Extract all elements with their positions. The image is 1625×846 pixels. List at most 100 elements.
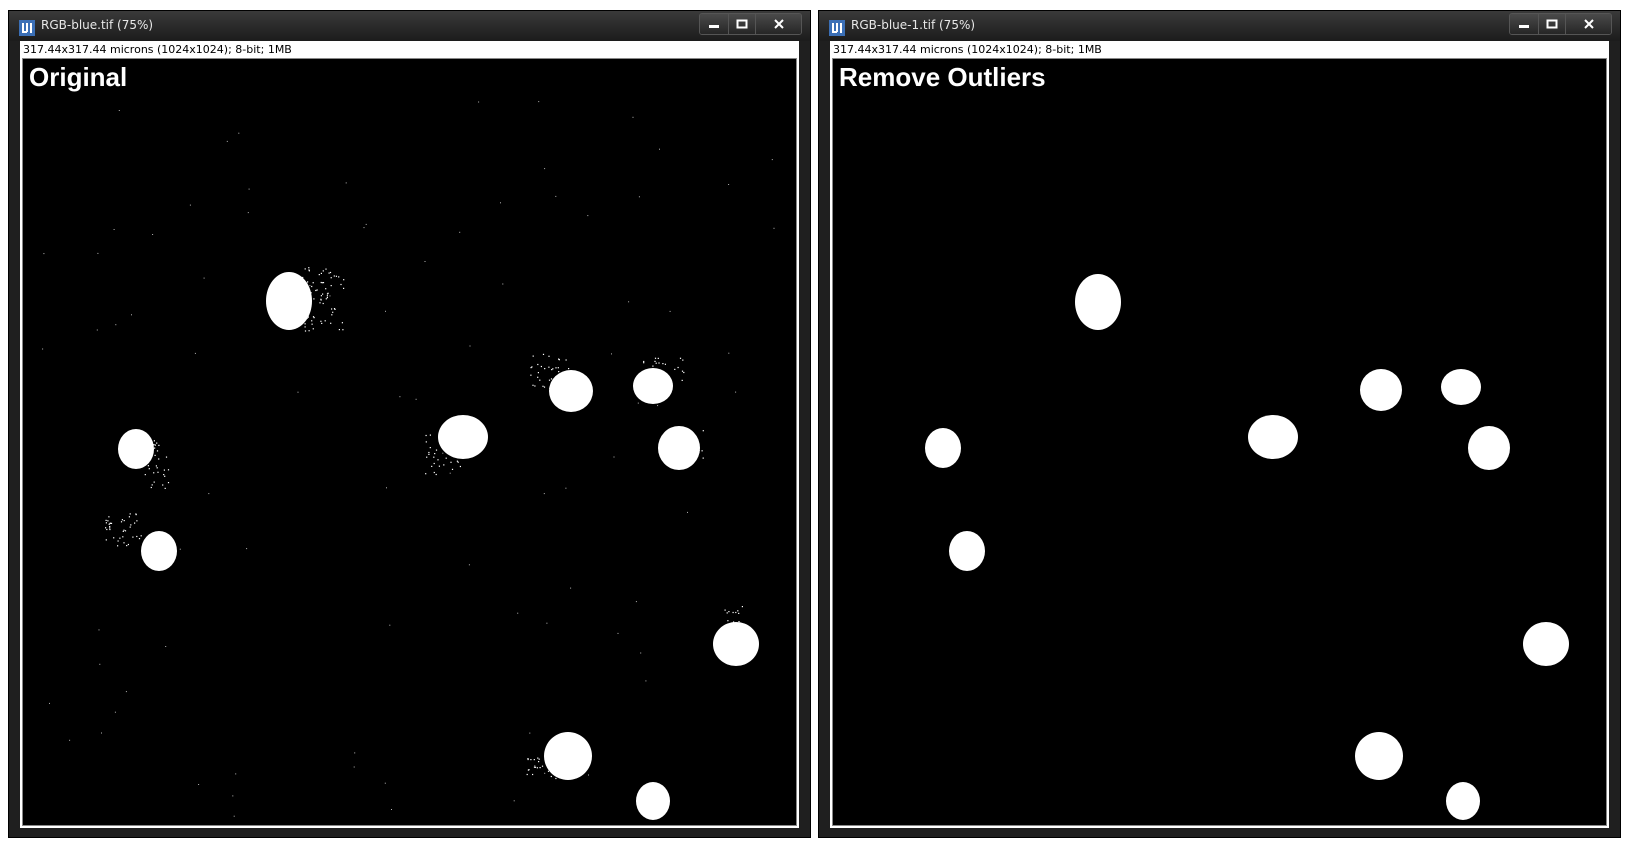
minimize-button[interactable] xyxy=(700,14,728,34)
window-titlebar[interactable]: RGB-blue.tif (75%) xyxy=(9,11,810,41)
speckle xyxy=(339,329,340,330)
nucleus xyxy=(549,370,593,412)
image-window-remove-outliers[interactable]: RGB-blue-1.tif (75%) 317.44x317.44 micro… xyxy=(818,10,1621,838)
speckle xyxy=(636,601,637,602)
speckle xyxy=(657,380,658,381)
speckle xyxy=(331,277,332,278)
speckle xyxy=(550,769,551,770)
speckle xyxy=(385,311,386,312)
image-canvas-remove-outliers[interactable]: Remove Outliers xyxy=(832,58,1607,826)
speckle xyxy=(727,612,728,613)
speckle xyxy=(425,473,426,474)
speckle xyxy=(149,468,150,469)
speckle xyxy=(130,524,131,525)
speckle xyxy=(301,290,302,291)
speckle xyxy=(152,234,153,235)
speckle xyxy=(303,293,304,294)
speckle xyxy=(145,459,146,460)
speckle xyxy=(727,625,728,626)
speckle xyxy=(437,459,438,460)
speckle xyxy=(311,320,312,321)
speckle xyxy=(156,465,157,466)
speckle xyxy=(426,441,427,442)
image-canvas-original[interactable]: Original xyxy=(22,58,797,826)
speckle xyxy=(123,531,124,532)
speckle xyxy=(321,295,322,296)
speckle xyxy=(141,463,142,464)
speckle xyxy=(428,454,429,455)
speckle xyxy=(696,451,697,452)
speckle xyxy=(642,375,643,376)
speckle xyxy=(148,465,149,466)
speckle xyxy=(543,354,544,355)
speckle xyxy=(306,295,307,296)
speckle xyxy=(534,385,535,386)
speckle xyxy=(643,361,644,362)
speckle xyxy=(342,329,343,330)
speckle xyxy=(328,293,329,294)
speckle xyxy=(447,444,448,445)
speckle xyxy=(155,445,156,446)
speckle xyxy=(640,653,641,654)
speckle xyxy=(114,229,115,230)
speckle xyxy=(97,253,98,254)
speckle xyxy=(570,588,571,589)
speckle xyxy=(317,289,318,290)
speckle xyxy=(561,758,562,759)
speckle xyxy=(555,778,556,779)
speckle xyxy=(725,610,726,611)
speckle xyxy=(555,196,556,197)
speckle xyxy=(425,261,426,262)
binary-image-original xyxy=(23,59,797,826)
speckle xyxy=(699,450,700,451)
speckle xyxy=(678,367,679,368)
close-button[interactable] xyxy=(1565,14,1611,34)
speckle xyxy=(755,647,756,648)
speckle xyxy=(117,545,118,546)
speckle xyxy=(198,784,199,785)
speckle xyxy=(569,377,570,378)
image-info-bar: 317.44x317.44 microns (1024x1024); 8-bit… xyxy=(833,43,1102,56)
nucleus xyxy=(633,368,673,404)
maximize-button[interactable] xyxy=(728,14,755,34)
speckle xyxy=(544,368,545,369)
speckle xyxy=(334,308,335,309)
speckle xyxy=(319,302,320,303)
speckle xyxy=(340,284,341,285)
speckle xyxy=(354,767,355,768)
speckle xyxy=(155,455,156,456)
speckle xyxy=(534,765,535,766)
speckle xyxy=(99,629,100,630)
maximize-icon xyxy=(736,19,748,29)
speckle xyxy=(158,445,159,446)
speckle xyxy=(568,379,569,380)
nucleus xyxy=(1446,782,1480,820)
speckle xyxy=(331,308,332,309)
speckle xyxy=(322,294,323,295)
speckle xyxy=(533,356,534,357)
speckle xyxy=(450,435,451,436)
speckle xyxy=(682,360,683,361)
speckle xyxy=(323,303,324,304)
speckle xyxy=(232,795,233,796)
minimize-button[interactable] xyxy=(1510,14,1538,34)
speckle xyxy=(125,530,126,531)
speckle xyxy=(132,537,133,538)
speckle xyxy=(322,282,323,283)
speckle xyxy=(428,452,429,453)
speckle xyxy=(587,215,588,216)
speckle xyxy=(107,520,108,521)
maximize-button[interactable] xyxy=(1538,14,1565,34)
speckle xyxy=(313,316,314,317)
speckle xyxy=(633,117,634,118)
close-button[interactable] xyxy=(755,14,801,34)
speckle xyxy=(555,367,556,368)
speckle xyxy=(532,774,533,775)
speckle xyxy=(548,759,549,760)
speckle xyxy=(538,372,539,373)
window-titlebar[interactable]: RGB-blue-1.tif (75%) xyxy=(819,11,1620,41)
speckle xyxy=(152,484,153,485)
image-window-original[interactable]: RGB-blue.tif (75%) 317.44x317.44 microns… xyxy=(8,10,811,838)
speckle xyxy=(568,368,569,369)
nucleus xyxy=(1441,369,1481,405)
